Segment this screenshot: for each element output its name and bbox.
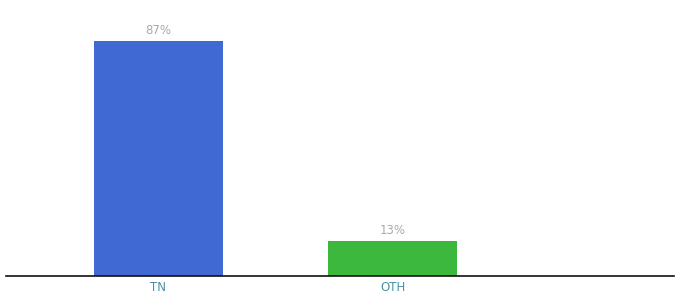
Text: 13%: 13%	[380, 224, 406, 237]
Bar	[94, 41, 222, 276]
Bar	[328, 241, 458, 276]
Text: 87%: 87%	[145, 24, 171, 37]
